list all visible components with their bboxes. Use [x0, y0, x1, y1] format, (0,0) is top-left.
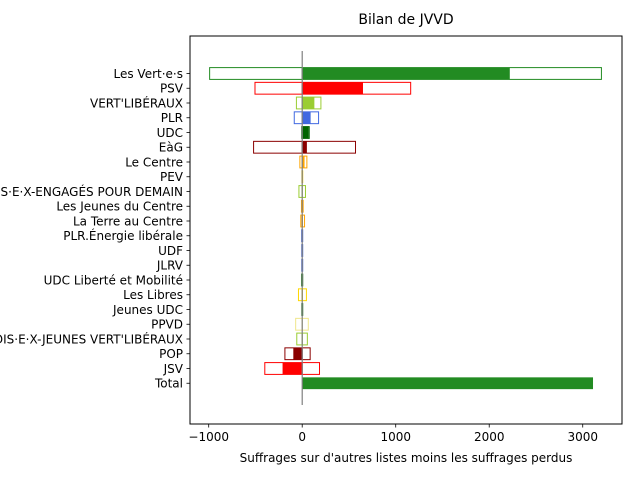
- y-tick-label: PLR.Énergie libérale: [63, 228, 183, 243]
- y-tick-label: Total: [154, 377, 183, 391]
- y-axis-ticks: Les Vert·e·sPSVVERT'LIBÉRAUXPLRUDCEàGLe …: [0, 67, 190, 391]
- y-tick-label: PLR: [161, 111, 183, 125]
- x-tick-label: 0: [298, 430, 306, 444]
- bar-net: [302, 377, 594, 390]
- y-tick-label: LES VAUDOIS·E·X-ENGAGÉS POUR DEMAIN: [0, 184, 183, 199]
- x-tick-label: 3000: [567, 430, 598, 444]
- x-tick-label: −1000: [188, 430, 229, 444]
- bar-net: [302, 67, 510, 80]
- plot-frame: [189, 35, 623, 425]
- y-tick-label: VERT'LIBÉRAUX: [90, 95, 183, 110]
- bar-net: [302, 97, 315, 109]
- bar-net: [282, 362, 303, 375]
- chart-title: Bilan de JVVD: [358, 12, 453, 28]
- y-tick-label: JSV: [163, 362, 184, 376]
- x-tick-label: 1000: [380, 430, 411, 444]
- x-tick-label: 2000: [474, 430, 505, 444]
- y-tick-label: Le Centre: [125, 155, 183, 169]
- bars-group: [209, 51, 602, 405]
- y-tick-label: UDF: [158, 244, 183, 258]
- y-tick-label: Les Libres: [123, 288, 183, 302]
- x-axis-ticks: −1000 0 1000 2000 3000: [188, 424, 598, 444]
- bar-net: [302, 156, 305, 168]
- y-tick-label: JLRV: [156, 259, 184, 273]
- y-tick-label: EàG: [159, 141, 183, 155]
- y-tick-label: Les Vert·e·s: [114, 67, 184, 81]
- y-tick-label: POP: [159, 347, 183, 361]
- bar-net: [302, 111, 311, 124]
- y-tick-label: Jeunes UDC: [112, 303, 183, 317]
- x-axis-label: Suffrages sur d'autres listes moins les …: [240, 451, 573, 465]
- y-tick-label: PEV: [160, 170, 184, 184]
- y-tick-label: La Terre au Centre: [73, 214, 183, 228]
- y-tick-label: PSV: [160, 82, 184, 96]
- y-tick-label: UDC Liberté et Mobilité: [44, 273, 183, 287]
- y-tick-label: UDC: [157, 126, 183, 140]
- bar-net: [293, 347, 303, 360]
- bar-net: [302, 141, 307, 154]
- y-tick-label: Les Jeunes du Centre: [56, 200, 183, 214]
- bar-net: [302, 82, 363, 95]
- y-tick-label: PPVD: [151, 318, 183, 332]
- y-tick-label: LES VAUDOIS·E·X-JEUNES VERT'LIBÉRAUX: [0, 331, 183, 346]
- bar-net: [302, 126, 309, 139]
